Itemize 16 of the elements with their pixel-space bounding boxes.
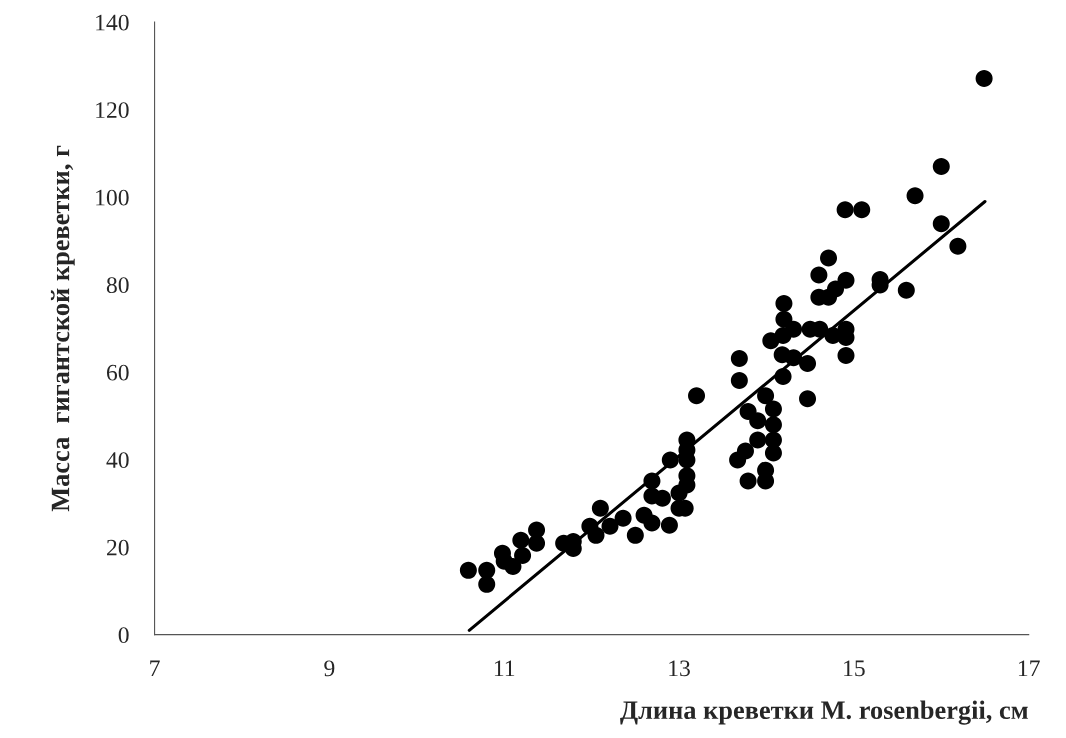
x-tick-label: 7 bbox=[150, 660, 160, 677]
y-tick-label: 80 bbox=[106, 277, 129, 294]
x-axis-title: Длина креветки M. rosenbergii, см bbox=[620, 700, 1028, 725]
y-tick-label: 140 bbox=[96, 14, 129, 31]
y-tick-label: 20 bbox=[107, 539, 129, 556]
x-tick-label: 11 bbox=[494, 660, 515, 677]
x-tick-label: 15 bbox=[844, 660, 865, 677]
x-tick-label: 13 bbox=[669, 660, 690, 677]
y-tick-label: 60 bbox=[106, 364, 129, 381]
y-tick-label: 120 bbox=[96, 102, 129, 119]
y-tick-label: 100 bbox=[96, 189, 129, 206]
y-tick-label: 0 bbox=[118, 627, 129, 644]
x-tick-label: 17 bbox=[1018, 660, 1040, 677]
x-tick-label: 9 bbox=[324, 660, 335, 677]
y-axis-title: Масса гигантской креветки, г bbox=[50, 145, 75, 512]
y-tick-label: 40 bbox=[106, 452, 129, 469]
